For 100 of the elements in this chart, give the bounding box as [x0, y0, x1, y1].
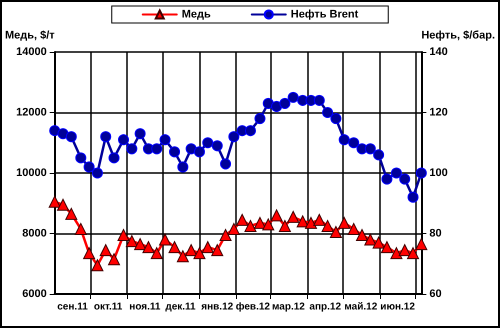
point	[313, 214, 326, 226]
point	[74, 222, 87, 235]
x-tick-label: апр.12	[309, 302, 342, 312]
x-tick-label: июн.12	[380, 302, 416, 312]
point	[271, 100, 282, 112]
point	[288, 92, 299, 103]
point	[48, 196, 61, 208]
point	[373, 149, 384, 160]
point	[330, 226, 342, 238]
point	[211, 244, 224, 256]
point	[108, 253, 120, 266]
point	[254, 216, 266, 229]
point	[84, 161, 95, 172]
y2-tick-label: 60	[429, 288, 442, 300]
point	[372, 236, 385, 249]
point	[330, 113, 342, 124]
point	[348, 137, 360, 148]
point	[338, 134, 350, 146]
y-tick-label: 14000	[16, 46, 47, 58]
legend-label: Нефть Brent	[290, 8, 359, 20]
point	[279, 98, 290, 109]
y-tick-label: 6000	[22, 288, 47, 300]
point	[287, 210, 300, 223]
point	[100, 131, 112, 142]
point	[254, 113, 266, 124]
point	[390, 168, 402, 178]
y-tick-label: 12000	[16, 106, 47, 118]
y2-tick-label: 80	[429, 228, 442, 240]
x-tick-label: янв.12	[201, 302, 234, 312]
point	[262, 218, 274, 230]
point	[212, 140, 223, 152]
x-tick-label: ноя.11	[129, 302, 161, 312]
point	[75, 152, 86, 164]
y2-axis-title: Нефть, $/бар.	[421, 30, 496, 42]
point	[91, 259, 104, 272]
point	[118, 229, 130, 242]
point	[314, 94, 325, 106]
point	[236, 214, 248, 226]
point	[65, 208, 78, 220]
point	[244, 125, 256, 136]
y2-tick-label: 100	[429, 167, 448, 179]
point	[348, 222, 360, 235]
x-tick-label: дек.11	[165, 302, 196, 312]
legend-label: Медь	[182, 8, 212, 20]
point	[202, 241, 214, 254]
point	[185, 244, 198, 256]
x-tick-label: фев.12	[236, 302, 270, 312]
point	[415, 238, 428, 250]
point	[176, 250, 189, 262]
point	[151, 143, 162, 154]
point	[134, 128, 146, 140]
y2-tick-label: 120	[429, 106, 448, 118]
point	[160, 134, 171, 146]
point	[100, 244, 112, 256]
point	[304, 216, 317, 229]
point	[398, 244, 411, 256]
point	[126, 235, 138, 248]
point	[92, 168, 103, 178]
point	[194, 146, 205, 158]
point	[364, 234, 376, 246]
point	[83, 247, 96, 260]
point	[322, 220, 334, 232]
point	[408, 192, 419, 203]
point	[126, 143, 138, 154]
point	[169, 146, 180, 158]
point	[381, 174, 392, 185]
point	[168, 241, 181, 254]
point	[399, 174, 410, 185]
y2-tick-label: 140	[429, 46, 448, 58]
point	[407, 247, 420, 260]
point	[186, 143, 197, 154]
point	[228, 131, 240, 142]
point	[58, 128, 69, 140]
point	[390, 247, 402, 260]
point	[416, 168, 427, 178]
point	[57, 198, 70, 211]
x-tick-label: сен.11	[57, 302, 88, 312]
point	[322, 107, 334, 118]
y-tick-label: 8000	[22, 228, 47, 240]
point	[228, 222, 240, 235]
point	[270, 209, 283, 222]
point	[49, 125, 60, 136]
point	[150, 247, 163, 260]
point	[66, 131, 77, 142]
point	[134, 238, 146, 250]
point	[244, 220, 256, 232]
x-tick-label: окт.11	[94, 302, 123, 312]
point	[364, 143, 376, 154]
point	[142, 241, 154, 254]
point	[296, 215, 309, 228]
point	[338, 216, 350, 229]
point	[159, 234, 172, 246]
x-tick-label: май.12	[344, 302, 378, 312]
point	[220, 158, 232, 170]
point	[380, 241, 393, 254]
point	[177, 161, 188, 172]
y-axis-title: Медь, $/т	[4, 30, 56, 42]
point	[278, 220, 291, 232]
point	[108, 152, 120, 164]
point	[202, 137, 214, 148]
